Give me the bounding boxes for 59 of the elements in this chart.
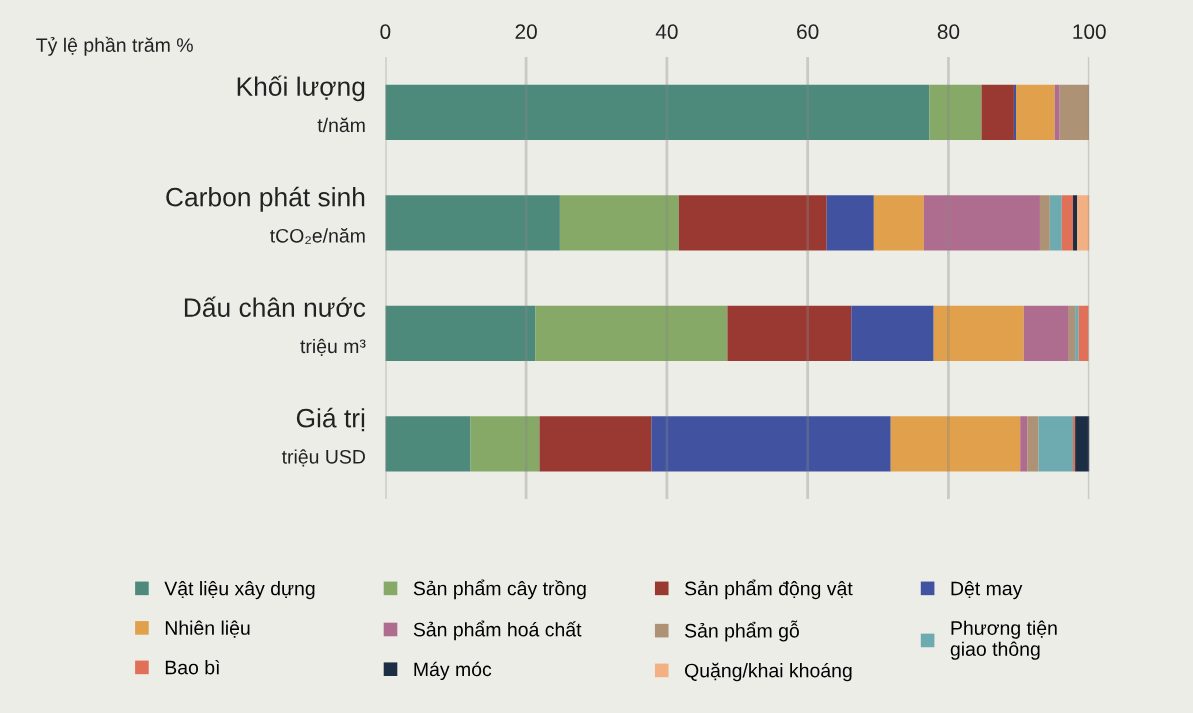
legend-label: Bao bì [165, 659, 220, 675]
bar [1075, 416, 1090, 472]
y-tick-label: Khối lượng t/năm [237, 75, 365, 133]
bar [1068, 305, 1076, 361]
bar [385, 305, 536, 361]
legend-label: Quặng/khai khoáng [685, 662, 852, 682]
bar [1039, 195, 1050, 251]
bar [727, 305, 852, 361]
bar [1038, 416, 1074, 472]
y-tick-label: Dấu chân nước triệu m³ [184, 296, 366, 356]
bar [678, 195, 827, 251]
bar [1059, 84, 1090, 140]
legend-label: Sản phẩm động vật [684, 579, 853, 600]
x-tick-label: 0 [380, 24, 391, 40]
x-tick-label: 20 [515, 24, 537, 40]
bar [535, 305, 728, 361]
bar [851, 305, 934, 361]
x-axis-title: Tỷ lệ phần trăm % [36, 36, 193, 56]
bar [890, 416, 1021, 472]
legend-label: Máy móc [414, 661, 492, 681]
bar [873, 195, 924, 251]
bar [1077, 195, 1090, 251]
bar [933, 305, 1024, 361]
bar [1016, 84, 1055, 140]
bar [1023, 305, 1069, 361]
bar [1020, 416, 1028, 472]
x-tick-label: 80 [937, 24, 960, 40]
bar [1075, 305, 1079, 361]
legend-label: Sản phẩm hoá chất [413, 620, 582, 641]
bar [981, 84, 1014, 140]
bar [385, 84, 930, 140]
y-tick-label: Giá trị triệu USD [281, 407, 365, 467]
bar [1054, 84, 1060, 140]
bar [470, 416, 540, 472]
legend-label: Sản phẩm cây trồng [413, 579, 586, 600]
bar [385, 195, 560, 251]
bar [1073, 416, 1076, 472]
legend-label: Sản phẩm gỗ [684, 620, 799, 642]
bar [929, 84, 982, 140]
bar [385, 416, 471, 472]
y-tick-label: Carbon phát sinh tCO₂e/năm [166, 186, 365, 245]
x-tick-label: 60 [797, 24, 819, 40]
legend-label: Dệt may [951, 581, 1023, 600]
legend-label: Nhiên liệu [165, 620, 250, 638]
bar [923, 195, 1040, 251]
bar [1061, 195, 1074, 251]
x-tick-label: 40 [655, 24, 678, 40]
bar [1073, 195, 1078, 251]
bar [1049, 195, 1062, 251]
bar [1013, 84, 1017, 140]
bar [539, 416, 652, 472]
bar [826, 195, 874, 251]
bar [559, 195, 679, 251]
legend-label: Phương tiện giao thông [950, 620, 1057, 660]
legend-label: Vật liệu xây dựng [164, 581, 315, 600]
bar [651, 416, 891, 472]
bar [1078, 305, 1089, 361]
x-tick-label: 100 [1073, 24, 1106, 40]
bar [1027, 416, 1039, 472]
